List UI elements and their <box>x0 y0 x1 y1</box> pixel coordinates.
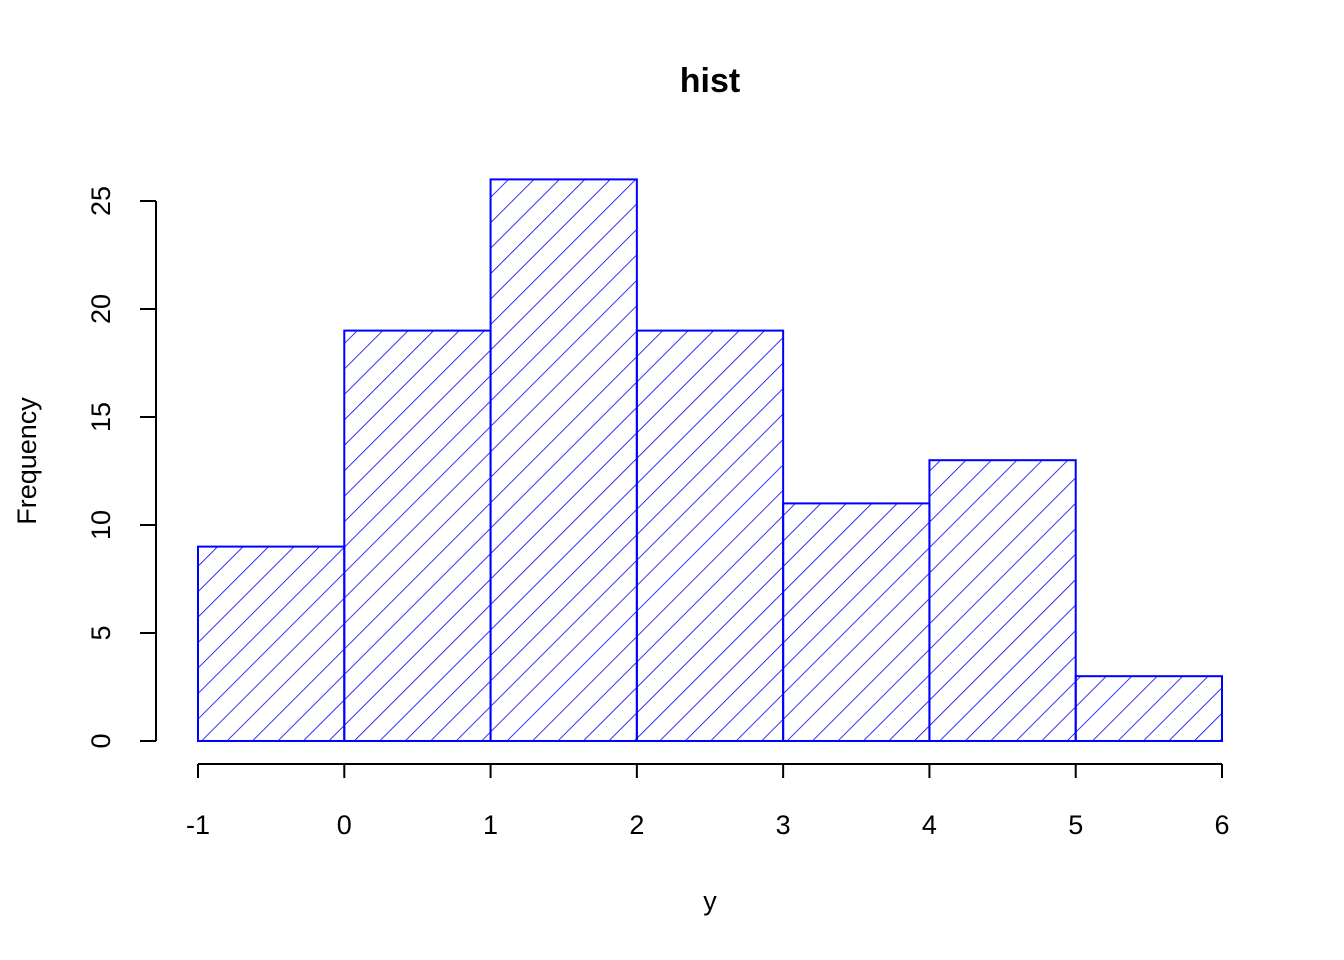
y-tick-label: 20 <box>86 294 116 324</box>
x-tick-label: 4 <box>922 810 937 840</box>
y-axis: 0 5 10 15 20 25 <box>86 186 157 749</box>
histogram-bar <box>782 502 931 742</box>
y-tick-label: 15 <box>86 402 116 432</box>
histogram-bar <box>197 545 346 742</box>
histogram-bar <box>489 178 638 742</box>
x-tick-label: 3 <box>776 810 791 840</box>
x-tick-label: 0 <box>337 810 352 840</box>
y-tick-label: 10 <box>86 510 116 540</box>
histogram-bar <box>635 329 785 742</box>
x-tick-label: 1 <box>483 810 498 840</box>
histogram-bar <box>1074 675 1223 743</box>
x-tick-label: 6 <box>1214 810 1229 840</box>
bars-group <box>197 178 1223 743</box>
y-tick-label: 5 <box>86 625 116 640</box>
x-tick-label: -1 <box>186 810 210 840</box>
x-tick-label: 5 <box>1068 810 1083 840</box>
histogram-bar <box>928 459 1077 742</box>
x-axis-label: y <box>703 886 717 916</box>
histogram-bar <box>343 329 492 742</box>
y-tick-label: 25 <box>86 186 116 216</box>
x-tick-label: 2 <box>629 810 644 840</box>
y-axis-label: Frequency <box>12 397 42 525</box>
chart-title: hist <box>680 62 740 100</box>
y-tick-label: 0 <box>86 733 116 748</box>
x-axis: -1 0 1 2 3 4 5 6 <box>186 763 1230 840</box>
